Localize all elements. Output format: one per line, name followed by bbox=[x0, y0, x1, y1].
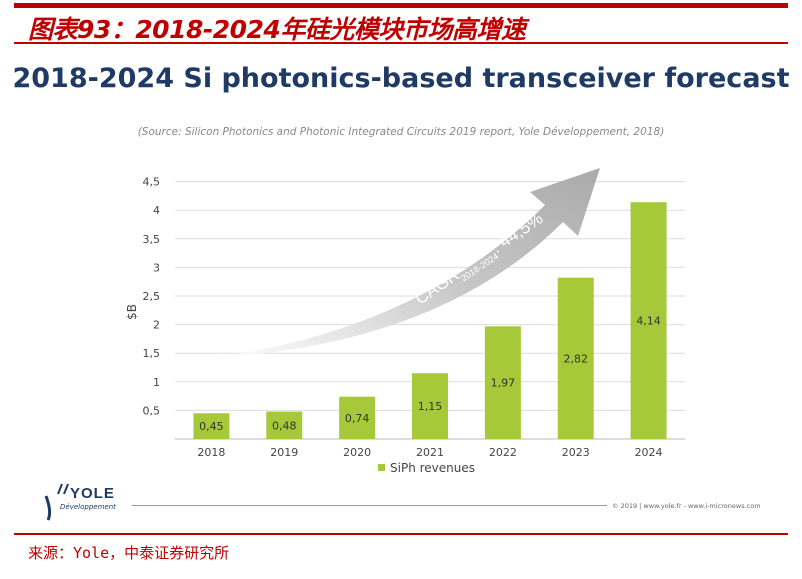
source-rule bbox=[14, 533, 788, 535]
figure-title: 图表93：2018-2024年硅光模块市场高增速 bbox=[28, 15, 526, 44]
data-label: 0,48 bbox=[272, 419, 297, 432]
bar-2020 bbox=[339, 396, 376, 439]
x-tick-label: 2021 bbox=[416, 446, 444, 459]
bar-2024 bbox=[630, 202, 667, 439]
y-tick-label: 4,5 bbox=[143, 176, 161, 189]
x-tick-label: 2023 bbox=[562, 446, 590, 459]
y-tick-label: 1 bbox=[153, 376, 160, 389]
bar-2018 bbox=[193, 413, 230, 439]
data-label: 0,45 bbox=[199, 420, 224, 433]
bar-2023 bbox=[557, 277, 594, 439]
top-rule bbox=[14, 3, 788, 8]
x-tick-label: 2018 bbox=[197, 446, 225, 459]
y-tick-label: 1,5 bbox=[143, 347, 161, 360]
y-tick-label: 3 bbox=[153, 261, 160, 274]
y-tick-label: 2 bbox=[153, 319, 160, 332]
y-tick-label: 2,5 bbox=[143, 290, 161, 303]
title-rule bbox=[14, 42, 788, 44]
legend-label: SiPh revenues bbox=[390, 461, 475, 475]
y-tick-label: 0,5 bbox=[143, 404, 161, 417]
data-label: 4,14 bbox=[636, 315, 661, 328]
legend-swatch bbox=[378, 464, 385, 471]
footer-rule bbox=[132, 505, 607, 506]
x-tick-label: 2022 bbox=[489, 446, 517, 459]
data-label: 2,82 bbox=[563, 352, 588, 365]
y-tick-label: 4 bbox=[153, 204, 160, 217]
y-axis-label: $B bbox=[125, 304, 139, 320]
y-tick-label: 3,5 bbox=[143, 233, 161, 246]
data-label: 0,74 bbox=[345, 412, 370, 425]
chart-title: 2018-2024 Si photonics-based transceiver… bbox=[12, 63, 790, 94]
x-tick-label: 2024 bbox=[635, 446, 663, 459]
data-label: 1,15 bbox=[418, 400, 443, 413]
x-tick-label: 2020 bbox=[343, 446, 371, 459]
footer-note: © 2019 | www.yole.fr - www.i-micronews.c… bbox=[612, 502, 761, 510]
data-label: 1,97 bbox=[491, 377, 516, 390]
bar-2022 bbox=[484, 326, 521, 439]
source-note: 来源：Yole，中泰证券研究所 bbox=[28, 544, 230, 562]
svg-text:Développement: Développement bbox=[60, 503, 116, 511]
x-tick-label: 2019 bbox=[270, 446, 298, 459]
bar-2019 bbox=[266, 411, 303, 439]
cagr-arrow bbox=[210, 168, 600, 358]
svg-text:YOLE: YOLE bbox=[70, 485, 115, 502]
chart-subtitle: (Source: Silicon Photonics and Photonic … bbox=[137, 126, 665, 138]
bar-2021 bbox=[412, 373, 448, 439]
yole-logo: YOLE Développement bbox=[44, 483, 116, 521]
